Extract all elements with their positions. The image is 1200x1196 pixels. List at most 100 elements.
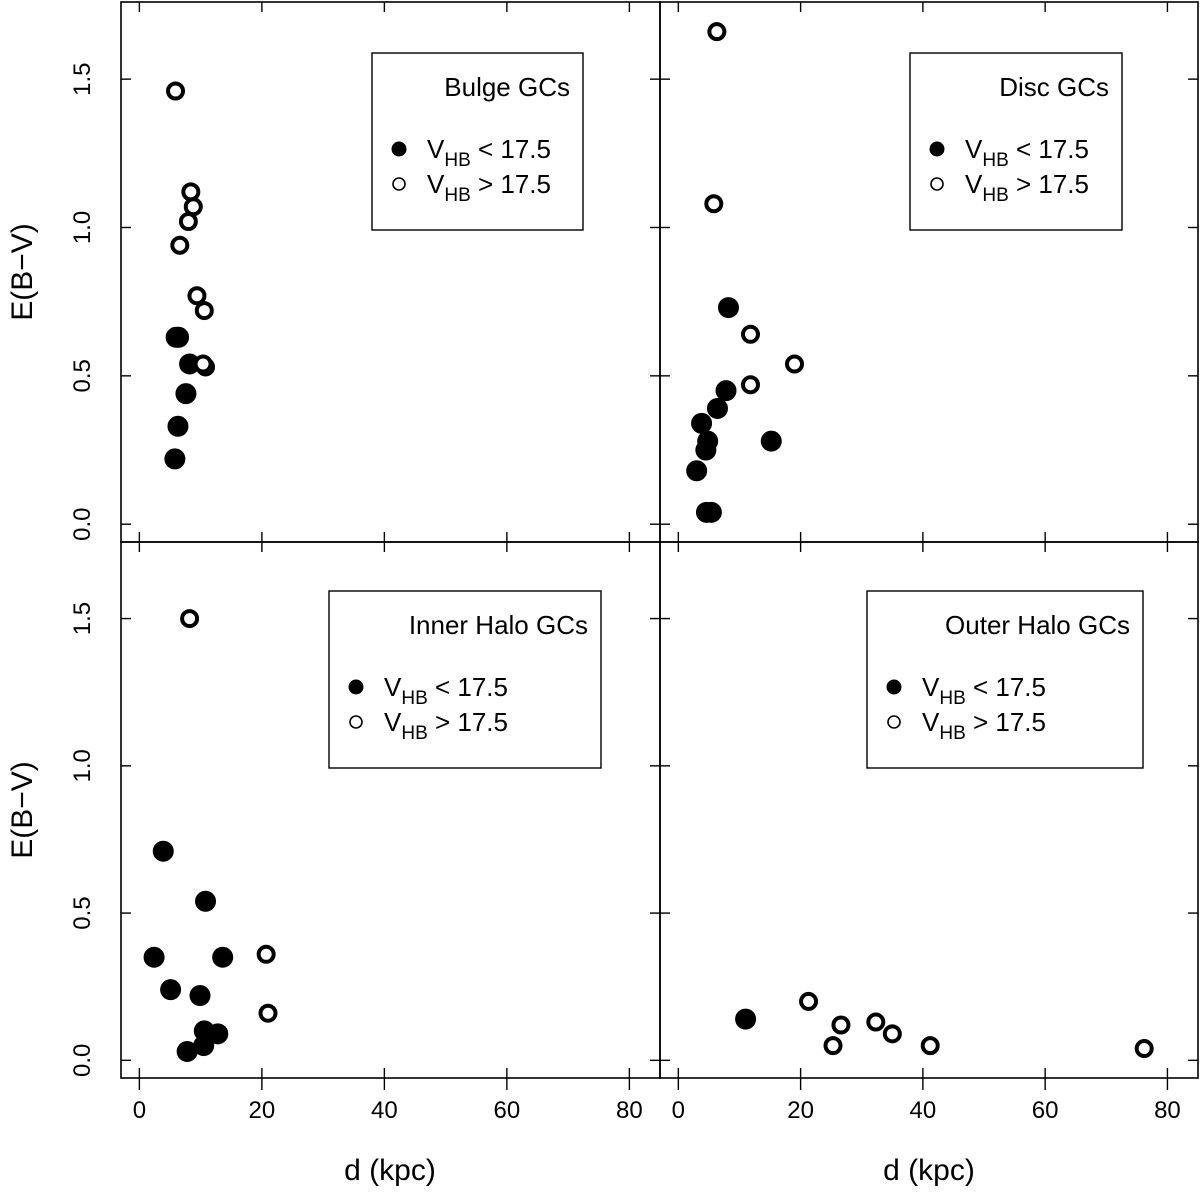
y-axis-title: E(B−V) — [6, 761, 39, 859]
data-point — [691, 412, 713, 434]
legend-label-sub: HB — [401, 723, 427, 744]
legend-label-main: V — [427, 134, 445, 164]
data-point — [697, 430, 719, 452]
x-tick-label: 0 — [672, 1097, 685, 1124]
data-point — [760, 430, 782, 452]
x-tick-label: 80 — [1154, 1097, 1181, 1124]
y-tick-label: 1.5 — [69, 602, 96, 635]
y-tick-label: 0.0 — [69, 1044, 96, 1077]
filled-circle-marker-icon — [929, 141, 945, 157]
data-point — [166, 81, 186, 101]
legend-item-below: VHB < 17.5 — [929, 134, 1089, 171]
data-point — [831, 1015, 851, 1035]
data-point — [1134, 1039, 1154, 1059]
data-point — [181, 182, 201, 202]
data-point — [160, 979, 182, 1001]
data-point — [164, 448, 186, 470]
legend-label-sub: HB — [444, 150, 470, 171]
x-tick-label: 20 — [249, 1097, 276, 1124]
panel-title: Disc GCs — [999, 72, 1109, 102]
x-axis-title: d (kpc) — [883, 1154, 975, 1187]
data-point — [178, 212, 198, 232]
data-point — [194, 301, 214, 321]
legend-label-main: V — [427, 169, 445, 199]
data-point — [700, 501, 722, 523]
legend-label-sub: HB — [939, 688, 965, 709]
data-point — [256, 944, 276, 964]
data-point — [882, 1024, 902, 1044]
legend-label-main: V — [965, 134, 983, 164]
legend-label-value: > 17.5 — [471, 169, 551, 199]
open-circle-marker-icon — [930, 177, 944, 191]
panel-title: Inner Halo GCs — [409, 610, 588, 640]
legend-label: VHB < 17.5 — [965, 134, 1089, 171]
legend-label-value: < 17.5 — [471, 134, 551, 164]
data-point — [735, 1008, 757, 1030]
x-tick-label: 40 — [910, 1097, 937, 1124]
legend-label-main: V — [384, 707, 402, 737]
data-point — [195, 890, 217, 912]
plot-frame — [659, 541, 1199, 1079]
x-axis-title: d (kpc) — [344, 1154, 436, 1187]
legend-item-above: VHB > 17.5 — [887, 707, 1046, 744]
legend-label-sub: HB — [444, 185, 470, 206]
filled-circle-marker-icon — [886, 679, 902, 695]
y-tick-label: 1.5 — [69, 62, 96, 95]
data-point — [740, 324, 760, 344]
x-tick-label: 40 — [371, 1097, 398, 1124]
series-vhb-above — [166, 81, 216, 377]
legend-label-main: V — [384, 672, 402, 702]
legend-label: VHB < 17.5 — [384, 672, 508, 709]
data-point — [143, 946, 165, 968]
data-point — [920, 1036, 940, 1056]
data-point — [189, 985, 211, 1007]
legend-item-above: VHB > 17.5 — [392, 169, 551, 206]
legend-label: VHB > 17.5 — [965, 169, 1089, 206]
legend-label-value: < 17.5 — [966, 672, 1046, 702]
data-point — [740, 375, 760, 395]
data-point — [785, 354, 804, 374]
open-circle-marker-icon — [887, 715, 901, 729]
data-point — [207, 1023, 229, 1045]
series-vhb-below — [735, 1008, 757, 1030]
legend-label-value: > 17.5 — [966, 707, 1046, 737]
data-point — [717, 297, 739, 319]
data-point — [170, 235, 190, 255]
x-tick-label: 60 — [494, 1097, 521, 1124]
legend-box — [328, 590, 602, 769]
data-point — [715, 380, 737, 402]
open-circle-marker-icon — [392, 177, 406, 191]
open-circle-marker-icon — [349, 715, 363, 729]
data-point — [180, 609, 200, 629]
data-point — [823, 1036, 843, 1056]
legend-box — [371, 52, 584, 231]
y-tick-label: 0.5 — [69, 359, 96, 392]
data-point — [707, 22, 727, 42]
legend-box — [909, 52, 1123, 231]
data-point — [258, 1003, 278, 1023]
x-tick-label: 20 — [787, 1097, 814, 1124]
y-tick-label: 0.0 — [69, 508, 96, 541]
data-point — [167, 415, 189, 437]
legend-label: VHB < 17.5 — [922, 672, 1046, 709]
legend-item-below: VHB < 17.5 — [391, 134, 551, 171]
filled-circle-marker-icon — [391, 141, 407, 157]
x-tick-label: 60 — [1032, 1097, 1059, 1124]
legend-label-value: < 17.5 — [1009, 134, 1089, 164]
series-vhb-above — [180, 609, 278, 1023]
legend-item-above: VHB > 17.5 — [930, 169, 1089, 206]
x-tick-label: 80 — [616, 1097, 643, 1124]
panel-title: Outer Halo GCs — [945, 610, 1130, 640]
data-point — [706, 397, 728, 419]
y-tick-label: 0.5 — [69, 896, 96, 929]
y-axis-title: E(B−V) — [6, 223, 39, 321]
data-point — [704, 194, 724, 214]
legend-label-sub: HB — [939, 723, 965, 744]
legend-label: VHB > 17.5 — [384, 707, 508, 744]
legend-label-sub: HB — [982, 185, 1008, 206]
legend-item-above: VHB > 17.5 — [349, 707, 508, 744]
y-tick-label: 1.0 — [69, 211, 96, 244]
